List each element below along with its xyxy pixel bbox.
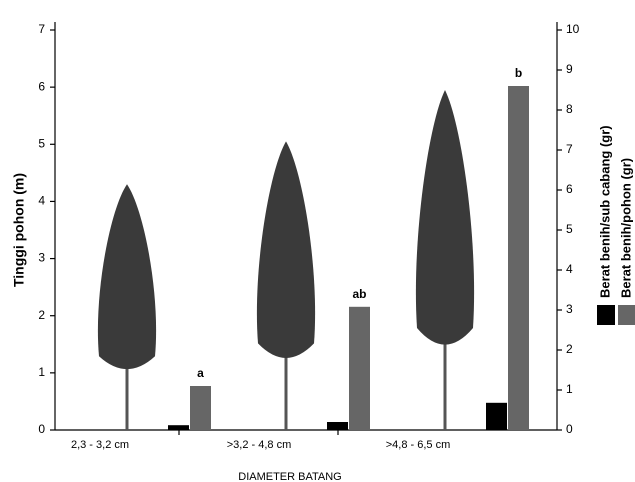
bar bbox=[349, 306, 370, 430]
bar bbox=[508, 86, 529, 430]
annotation: a bbox=[197, 366, 204, 380]
y2-tick-label: 1 bbox=[566, 382, 573, 396]
tree bbox=[256, 141, 316, 430]
y-tick-label: 2 bbox=[38, 308, 45, 322]
y2-tick-label: 9 bbox=[566, 62, 573, 76]
bar bbox=[486, 402, 507, 430]
y-tick-label: 3 bbox=[38, 251, 45, 265]
y-tick-label: 4 bbox=[38, 194, 45, 208]
x-tick-label: 2,3 - 3,2 cm bbox=[71, 439, 129, 451]
y2-tick-label: 4 bbox=[566, 262, 573, 276]
tree-crown bbox=[256, 141, 316, 358]
y2-tick-label: 0 bbox=[566, 422, 573, 436]
tree bbox=[415, 90, 475, 430]
y2-tick-label: 8 bbox=[566, 102, 573, 116]
annotation: b bbox=[515, 66, 522, 80]
legend-label: Berat benih/sub cabang (gr) bbox=[597, 125, 612, 298]
y-tick-label: 5 bbox=[38, 136, 45, 150]
legend-swatch bbox=[597, 305, 615, 325]
y-tick-label: 7 bbox=[38, 22, 45, 36]
y-axis-label: Tinggi pohon (m) bbox=[11, 173, 27, 287]
y-tick-label: 1 bbox=[38, 365, 45, 379]
y2-tick-label: 10 bbox=[566, 22, 580, 36]
tree-trunk bbox=[443, 260, 447, 430]
y-tick-label: 0 bbox=[38, 422, 45, 436]
y2-tick-label: 7 bbox=[566, 142, 573, 156]
x-tick-label: >4,8 - 6,5 cm bbox=[386, 439, 451, 451]
annotation: ab bbox=[352, 287, 366, 301]
y-tick-label: 6 bbox=[38, 79, 45, 93]
y2-tick-label: 2 bbox=[566, 342, 573, 356]
legend-label: Berat benih/pohon (gr) bbox=[618, 158, 633, 298]
bar bbox=[168, 425, 189, 430]
tree bbox=[97, 184, 157, 430]
y2-tick-label: 3 bbox=[566, 302, 573, 316]
y2-tick-label: 6 bbox=[566, 182, 573, 196]
legend-swatch bbox=[618, 305, 635, 325]
tree-crown bbox=[97, 184, 157, 370]
bar bbox=[327, 422, 348, 430]
x-tick-label: >3,2 - 4,8 cm bbox=[227, 439, 292, 451]
y2-tick-label: 5 bbox=[566, 222, 573, 236]
x-axis-label: DIAMETER BATANG bbox=[238, 471, 342, 482]
bar bbox=[190, 386, 211, 430]
tree-crown bbox=[415, 90, 475, 345]
